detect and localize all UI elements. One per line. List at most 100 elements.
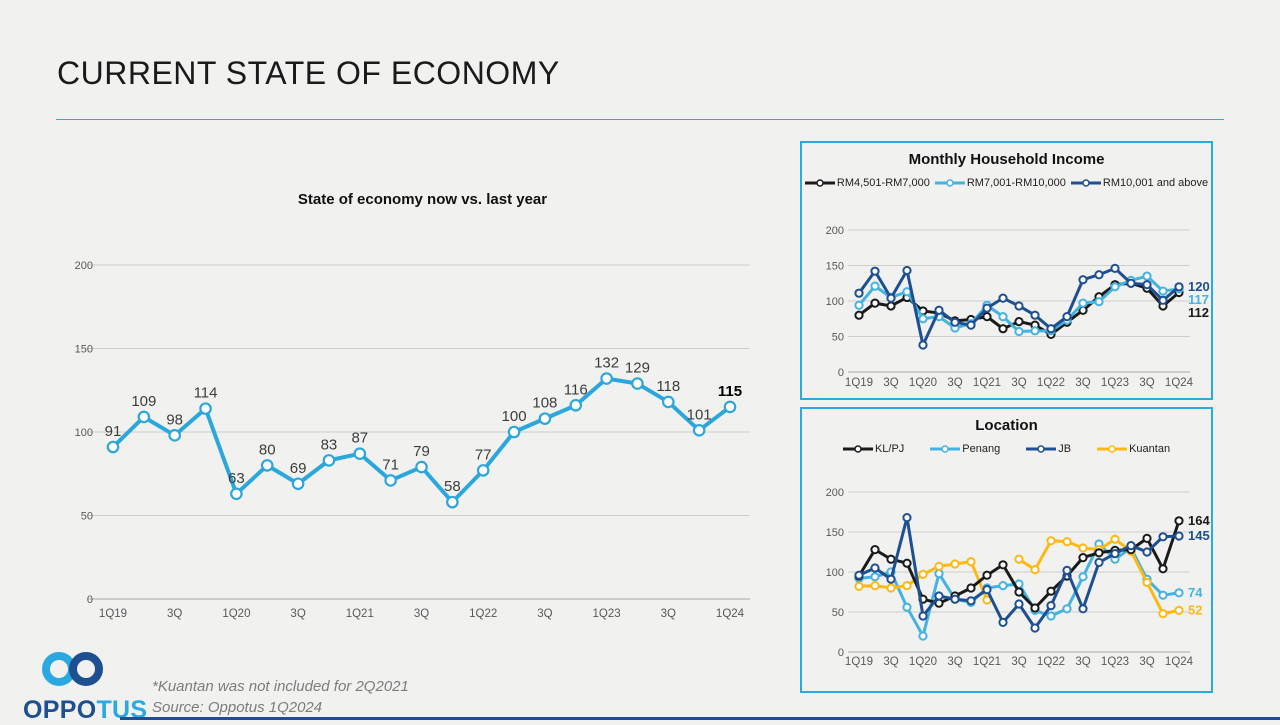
data-point — [230, 487, 243, 501]
point-label: 91 — [105, 423, 122, 440]
data-point — [918, 611, 928, 621]
y-tick-label: 0 — [838, 647, 844, 659]
data-point — [982, 303, 992, 313]
point-label: 129 — [625, 360, 650, 377]
legend-item-penang: Penang — [930, 443, 1000, 455]
data-point — [1078, 275, 1088, 285]
data-point — [998, 312, 1008, 322]
location-chart-title: Location — [975, 417, 1038, 434]
legend-item-rm10-001-and-above: RM10,001 and above — [1070, 177, 1208, 189]
y-tick-label: 150 — [826, 261, 844, 273]
data-point — [966, 583, 976, 593]
logo-infinity-icon — [42, 652, 103, 686]
data-point — [1158, 609, 1168, 619]
x-tick-label: 1Q19 — [845, 377, 873, 389]
data-point — [106, 440, 120, 454]
data-point — [886, 293, 896, 303]
data-point — [1142, 533, 1152, 544]
y-tick-label: 100 — [75, 427, 93, 439]
data-point — [982, 312, 992, 322]
data-point — [1174, 531, 1184, 541]
legend-line-marker-icon — [1097, 445, 1128, 453]
data-point — [353, 447, 367, 461]
data-point — [918, 569, 928, 580]
end-value-label: 74 — [1188, 585, 1203, 600]
x-tick-label: 1Q22 — [1037, 377, 1065, 389]
x-tick-label: 1Q23 — [1101, 377, 1129, 389]
legend-line-marker-icon — [1026, 445, 1057, 453]
x-tick-label: 3Q — [1011, 656, 1026, 668]
income-legend: RM4,501-RM7,000 RM7,001-RM10,000 RM10,001 … — [802, 175, 1211, 191]
data-point — [1158, 564, 1168, 574]
data-point — [902, 265, 912, 276]
x-tick-label: 1Q21 — [346, 608, 374, 620]
x-tick-label: 1Q22 — [469, 608, 497, 620]
data-point — [870, 266, 880, 276]
x-tick-label: 3Q — [947, 377, 962, 389]
y-tick-label: 0 — [87, 594, 93, 606]
data-point — [982, 585, 992, 595]
data-point — [1014, 587, 1024, 597]
x-tick-label: 3Q — [883, 656, 898, 668]
data-point — [918, 314, 928, 324]
data-point — [870, 581, 880, 591]
legend-label: RM7,001-RM10,000 — [966, 177, 1066, 189]
data-point — [1094, 270, 1104, 280]
data-point — [1110, 263, 1120, 273]
data-point — [1030, 565, 1040, 575]
point-label: 98 — [166, 411, 183, 428]
data-point — [870, 298, 880, 308]
economy-chart-svg: 0 50 100 150 200 1Q19 3Q 1Q20 3Q 1Q21 3Q 1Q22 3Q 1Q23… — [75, 260, 750, 620]
data-point — [854, 581, 864, 591]
location-legend: KL/PJ Penang JB Kuantan — [802, 441, 1211, 457]
legend-label: Penang — [962, 443, 1001, 455]
data-point — [600, 372, 613, 385]
income-chart-svg: 0 50 100 150 200 1Q19 3Q 1Q20 3Q 1Q21 3Q 1Q22 3Q 1Q23… — [826, 225, 1210, 389]
page-title: CURRENT STATE OF ECONOMY — [57, 55, 560, 91]
x-tick-label: 1Q22 — [1037, 656, 1065, 668]
end-value-label: 117 — [1188, 292, 1209, 307]
oppotus-logo: OPPOTUS — [23, 650, 147, 725]
data-point — [1014, 554, 1024, 564]
data-point — [1110, 282, 1120, 292]
y-tick-label: 100 — [826, 567, 844, 579]
legend-item-kuantan: Kuantan — [1097, 443, 1170, 455]
data-point — [998, 560, 1008, 570]
data-point — [1142, 547, 1152, 557]
data-point — [1062, 565, 1072, 576]
footnote-kuantan: *Kuantan was not included for 2Q2021 — [152, 678, 409, 695]
point-label: 118 — [656, 378, 680, 395]
point-label: 109 — [131, 393, 156, 410]
data-point — [902, 581, 912, 591]
data-point — [998, 581, 1008, 591]
y-tick-label: 50 — [832, 332, 844, 344]
data-point — [1158, 286, 1168, 296]
legend-label: RM4,501-RM7,000 — [836, 177, 930, 189]
data-point — [982, 570, 992, 580]
end-value-label: 164 — [1188, 513, 1210, 528]
data-point — [1014, 326, 1024, 337]
legend-line-marker-icon — [1070, 179, 1101, 187]
data-point — [886, 583, 896, 593]
income-panel: Monthly Household Income RM4,501-RM7,000… — [800, 141, 1213, 400]
x-tick-label: 3Q — [167, 608, 182, 620]
y-tick-label: 100 — [826, 296, 844, 308]
data-point — [1078, 572, 1088, 582]
data-point — [661, 395, 675, 409]
x-tick-label: 3Q — [947, 656, 962, 668]
point-label: 114 — [194, 385, 218, 402]
title-rule — [56, 119, 1224, 120]
data-point — [1046, 536, 1056, 546]
logo-text-primary: OPPO — [23, 696, 97, 724]
data-point — [476, 464, 490, 477]
data-point — [1030, 326, 1040, 336]
data-point — [1094, 297, 1104, 307]
x-tick-label: 1Q21 — [973, 656, 1001, 668]
x-tick-label: 3Q — [414, 608, 429, 620]
data-point — [870, 281, 880, 291]
end-value-label: 120 — [1188, 279, 1210, 294]
y-tick-label: 0 — [838, 367, 844, 379]
data-point — [631, 377, 644, 390]
legend-label: KL/PJ — [874, 443, 905, 455]
